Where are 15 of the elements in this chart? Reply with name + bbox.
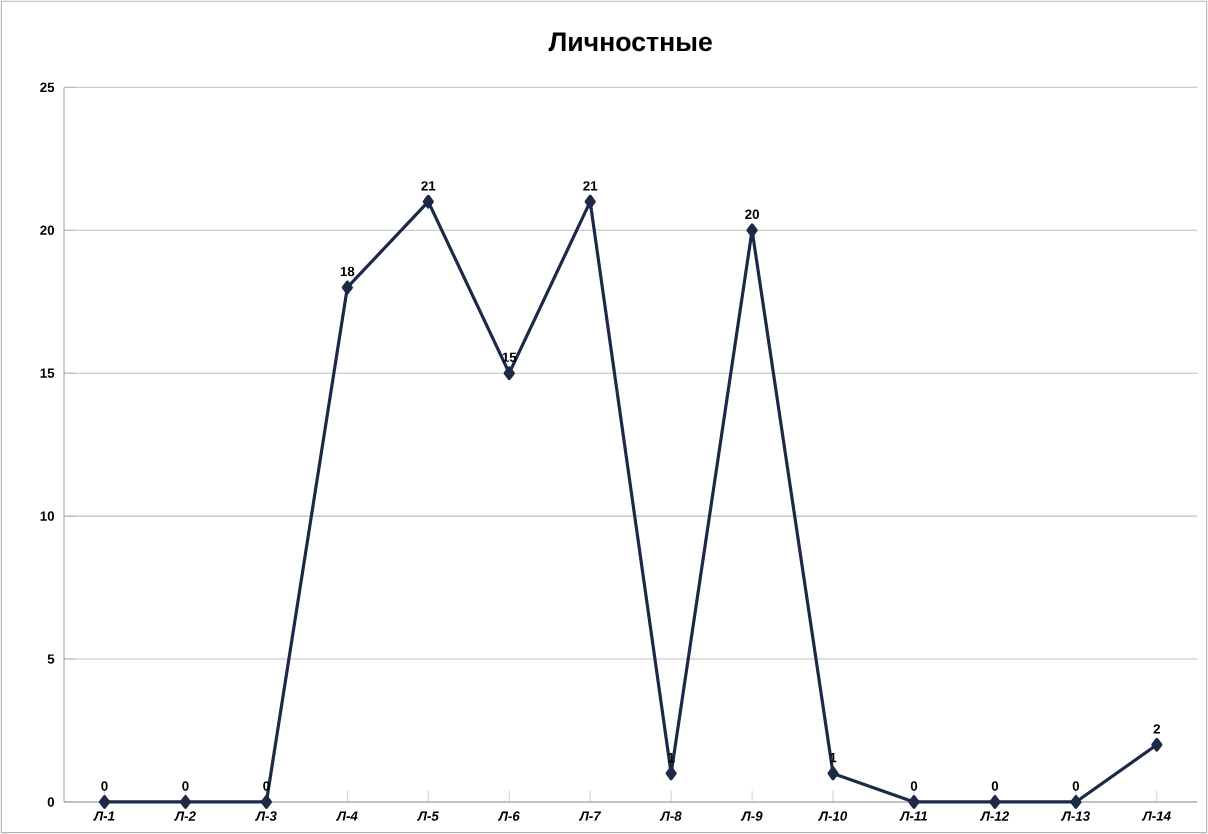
point <box>665 766 677 781</box>
point <box>1151 737 1163 752</box>
point <box>98 795 111 809</box>
point <box>827 766 839 781</box>
point <box>1070 795 1082 809</box>
point <box>989 795 1001 809</box>
point <box>179 795 192 809</box>
point <box>503 366 515 381</box>
point <box>908 795 920 809</box>
point <box>422 194 434 209</box>
point <box>341 280 353 295</box>
chart-title: Личностные <box>548 32 712 52</box>
point <box>584 194 596 209</box>
point <box>746 223 758 238</box>
point <box>260 795 272 809</box>
